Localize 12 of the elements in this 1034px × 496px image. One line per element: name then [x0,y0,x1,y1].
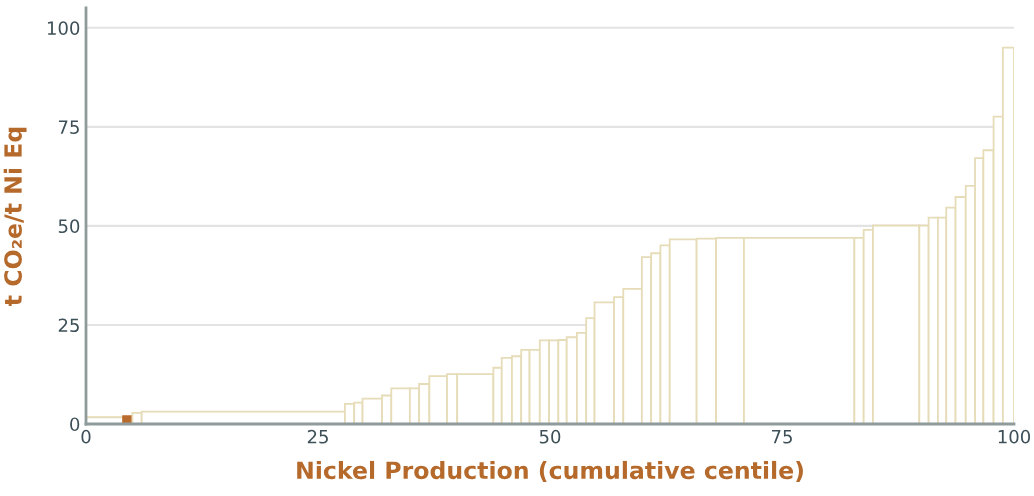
y-tick-label: 50 [58,219,80,234]
x-tick-label: 100 [998,429,1031,444]
y-tick-label: 100 [47,21,80,35]
x-axis-title: Nickel Production (cumulative centile) [297,460,803,482]
y-tick-label: 75 [58,120,79,134]
y-tick-label: 25 [58,318,79,333]
x-tick-label: 75 [771,430,792,444]
x-tick-label: 0 [81,429,91,444]
y-axis-title: t CO₂e/t Ni Eq [3,127,27,306]
x-tick-label: 25 [307,429,328,444]
x-tick-label: 50 [539,429,561,444]
y-tick-label: 0 [70,417,80,432]
